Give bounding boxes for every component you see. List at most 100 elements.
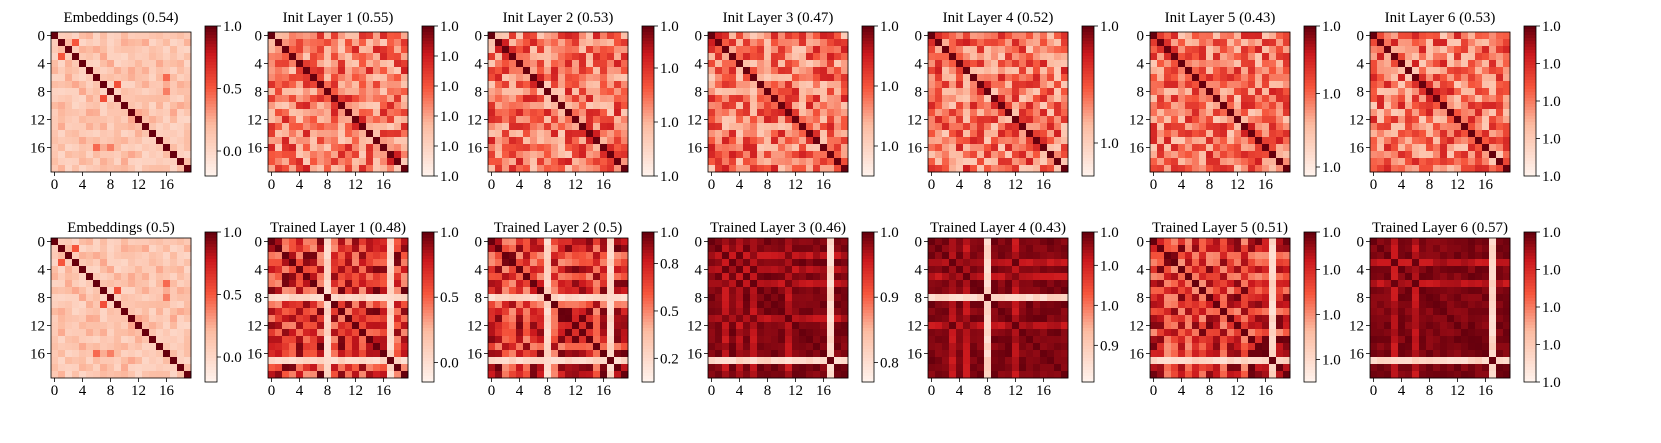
heatmap-cell xyxy=(757,252,765,260)
heatmap-cell xyxy=(1283,95,1291,103)
heatmap-cell xyxy=(373,301,381,309)
heatmap-cell xyxy=(1262,116,1270,124)
heatmap-cell xyxy=(743,238,751,246)
colorbar-segment xyxy=(422,101,434,105)
heatmap-cell xyxy=(58,322,66,330)
heatmap-cell xyxy=(820,116,828,124)
heatmap-cell xyxy=(708,95,716,103)
heatmap-cell xyxy=(324,371,332,379)
heatmap-cell xyxy=(1047,130,1055,138)
heatmap-cell xyxy=(977,165,985,173)
heatmap-cell xyxy=(1185,165,1193,173)
heatmap-cell xyxy=(394,350,402,358)
x-tick-label: 12 xyxy=(131,383,146,399)
heatmap-cell xyxy=(935,67,943,75)
colorbar-segment xyxy=(422,80,434,84)
heatmap-cell xyxy=(1283,151,1291,159)
heatmap-cell xyxy=(107,67,115,75)
heatmap-cell xyxy=(935,109,943,117)
heatmap-cell xyxy=(516,350,524,358)
heatmap-cell xyxy=(107,357,115,365)
heatmap-cell xyxy=(1005,32,1013,40)
heatmap-cell xyxy=(65,53,73,61)
heatmap-cell xyxy=(1475,144,1483,152)
colorbar-segment xyxy=(422,376,434,380)
heatmap-cell xyxy=(488,53,496,61)
heatmap-cell xyxy=(1447,123,1455,131)
heatmap-cell xyxy=(977,151,985,159)
colorbar-segment xyxy=(1524,32,1536,36)
heatmap-cell xyxy=(58,32,66,40)
heatmap-cell xyxy=(1503,95,1511,103)
heatmap-cell xyxy=(373,357,381,365)
heatmap-cell xyxy=(764,245,772,253)
heatmap-cell xyxy=(593,364,601,372)
heatmap-cell xyxy=(282,88,290,96)
colorbar-segment xyxy=(642,77,654,81)
heatmap-cell xyxy=(338,39,346,47)
heatmap-cell xyxy=(1440,32,1448,40)
heatmap-cell xyxy=(708,46,716,54)
heatmap-cell xyxy=(1150,165,1158,173)
heatmap-cell xyxy=(1047,74,1055,82)
heatmap-cell xyxy=(1005,67,1013,75)
heatmap-cell xyxy=(352,46,360,54)
colorbar-segment xyxy=(1304,89,1316,93)
heatmap-cell xyxy=(834,123,842,131)
heatmap-cell xyxy=(1461,60,1469,68)
heatmap-cell xyxy=(530,116,538,124)
colorbar-segment xyxy=(422,47,434,51)
heatmap-cell xyxy=(184,74,192,82)
heatmap-cell xyxy=(963,137,971,145)
colorbar-segment xyxy=(205,119,217,123)
x-tick-label: 8 xyxy=(984,177,992,193)
colorbar-segment xyxy=(205,274,217,278)
heatmap-cell xyxy=(502,144,510,152)
heatmap-cell xyxy=(743,287,751,295)
heatmap-cell xyxy=(1185,53,1193,61)
heatmap-cell xyxy=(373,102,381,110)
heatmap-cell xyxy=(107,123,115,131)
heatmap-cell xyxy=(1220,39,1228,47)
heatmap-cell xyxy=(100,60,108,68)
heatmap-cell xyxy=(1206,74,1214,82)
heatmap-cell xyxy=(614,252,622,260)
heatmap-cell xyxy=(366,315,374,323)
colorbar-tick-label: 1.0 xyxy=(1542,94,1561,110)
heatmap-cell xyxy=(1227,53,1235,61)
heatmap-cell xyxy=(1227,74,1235,82)
heatmap-cell xyxy=(1157,88,1165,96)
heatmap-cell xyxy=(799,39,807,47)
x-tick-label: 4 xyxy=(1398,177,1406,193)
heatmap-cell xyxy=(764,144,772,152)
heatmap-cell xyxy=(289,350,297,358)
heatmap-cell xyxy=(516,123,524,131)
colorbar-segment xyxy=(205,140,217,144)
heatmap-cell xyxy=(86,137,94,145)
colorbar-segment xyxy=(422,125,434,129)
colorbar-segment xyxy=(422,83,434,87)
heatmap-cell xyxy=(1461,130,1469,138)
heatmap-frame xyxy=(927,31,1069,173)
heatmap-cell xyxy=(750,60,758,68)
heatmap-cell xyxy=(1019,32,1027,40)
heatmap-cell xyxy=(331,245,339,253)
heatmap-cell xyxy=(1468,116,1476,124)
colorbar-tick-label: 1.0 xyxy=(1542,19,1561,35)
heatmap-cell xyxy=(949,60,957,68)
heatmap-cell xyxy=(1234,95,1242,103)
heatmap-cell xyxy=(331,102,339,110)
heatmap-cell xyxy=(530,357,538,365)
heatmap-cell xyxy=(107,294,115,302)
heatmap-cell xyxy=(1241,130,1249,138)
heatmap-cell xyxy=(729,130,737,138)
heatmap-cell xyxy=(72,350,80,358)
heatmap-cell xyxy=(289,371,297,379)
heatmap-cell xyxy=(142,116,150,124)
colorbar-segment xyxy=(1082,107,1094,111)
heatmap-cell xyxy=(1405,67,1413,75)
heatmap-cell xyxy=(586,67,594,75)
colorbar-segment xyxy=(642,101,654,105)
x-tick-label: 8 xyxy=(544,383,552,399)
heatmap-cell xyxy=(757,95,765,103)
